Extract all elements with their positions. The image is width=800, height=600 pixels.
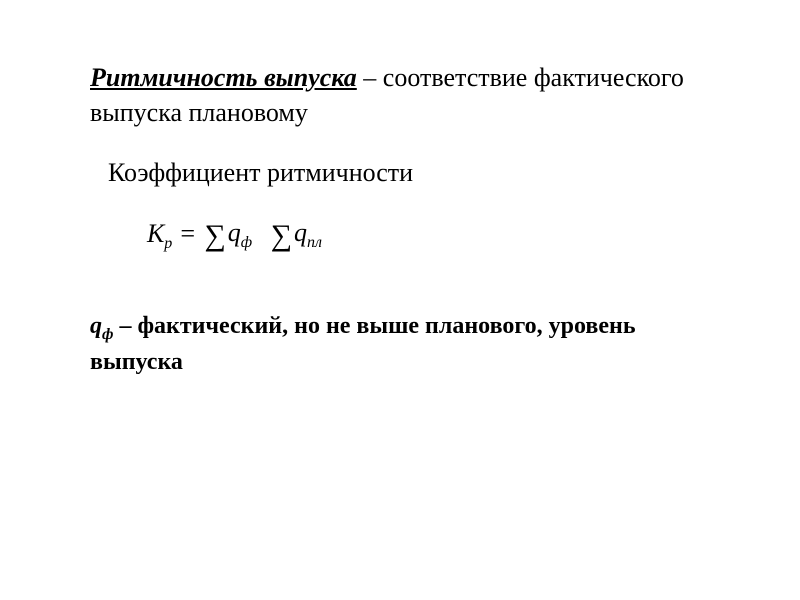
sigma-icon: ∑	[204, 219, 227, 252]
den-sub: пл	[307, 234, 322, 251]
den-var: q	[294, 218, 307, 247]
fraction: ∑qф ∑qпл	[198, 218, 328, 253]
numerator: ∑qф	[198, 216, 264, 249]
document-page: Ритмичность выпуска – соответствие факти…	[0, 0, 800, 600]
formula-eq: =	[172, 219, 196, 248]
note-paragraph: qф – фактический, но не выше планового, …	[90, 310, 710, 378]
num-var: q	[228, 218, 241, 247]
note-dash: –	[119, 313, 137, 339]
lhs-var: К	[147, 219, 164, 248]
formula: Кр = ∑qф ∑qпл	[145, 216, 330, 255]
note-sub: ф	[102, 326, 113, 343]
formula-lhs: Кр =	[147, 218, 196, 253]
sigma-icon: ∑	[271, 219, 294, 252]
denominator: ∑qпл	[265, 216, 328, 249]
note-var: q	[90, 313, 102, 339]
formula-block: Кр = ∑qф ∑qпл	[145, 216, 710, 255]
definition-paragraph: Ритмичность выпуска – соответствие факти…	[90, 60, 710, 130]
definition-dash: –	[357, 63, 383, 92]
definition-term: Ритмичность выпуска	[90, 63, 357, 92]
note-text: фактический, но не выше планового, урове…	[90, 313, 636, 374]
formula-rhs: ∑qф ∑qпл	[198, 218, 328, 253]
num-sub: ф	[241, 234, 252, 251]
subtitle: Коэффициент ритмичности	[108, 158, 710, 188]
note-symbol: qф	[90, 313, 119, 339]
